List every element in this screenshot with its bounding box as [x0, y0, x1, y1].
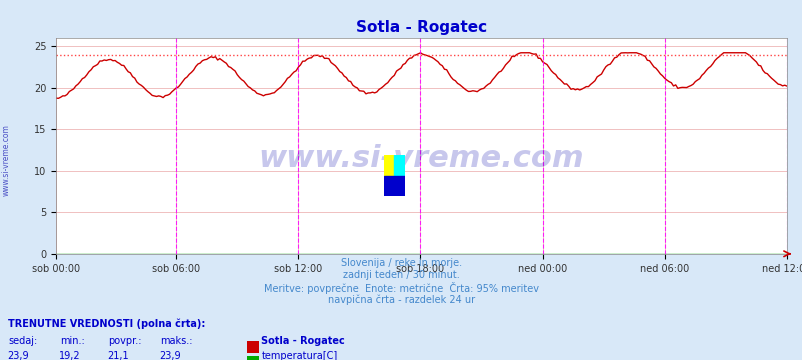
Text: 23,9: 23,9: [160, 351, 180, 360]
Title: Sotla - Rogatec: Sotla - Rogatec: [355, 20, 487, 35]
Bar: [383, 155, 394, 175]
Text: www.si-vreme.com: www.si-vreme.com: [258, 144, 584, 173]
Bar: [394, 155, 404, 175]
Bar: [247, 356, 258, 360]
Text: navpična črta - razdelek 24 ur: navpična črta - razdelek 24 ur: [327, 294, 475, 305]
Text: Slovenija / reke in morje.: Slovenija / reke in morje.: [341, 258, 461, 269]
Text: temperatura[C]: temperatura[C]: [261, 351, 338, 360]
Text: Meritve: povprečne  Enote: metrične  Črta: 95% meritev: Meritve: povprečne Enote: metrične Črta:…: [264, 282, 538, 294]
Bar: [383, 175, 404, 196]
Text: TRENUTNE VREDNOSTI (polna črta):: TRENUTNE VREDNOSTI (polna črta):: [8, 319, 205, 329]
Text: 23,9: 23,9: [7, 351, 28, 360]
Text: maks.:: maks.:: [160, 336, 192, 346]
Text: min.:: min.:: [60, 336, 85, 346]
Text: www.si-vreme.com: www.si-vreme.com: [2, 124, 11, 196]
Bar: [247, 341, 258, 353]
Text: povpr.:: povpr.:: [108, 336, 142, 346]
Text: zadnji teden / 30 minut.: zadnji teden / 30 minut.: [342, 270, 460, 280]
Text: Sotla - Rogatec: Sotla - Rogatec: [261, 336, 344, 346]
Text: 21,1: 21,1: [107, 351, 128, 360]
Text: 19,2: 19,2: [59, 351, 80, 360]
Text: sedaj:: sedaj:: [8, 336, 37, 346]
